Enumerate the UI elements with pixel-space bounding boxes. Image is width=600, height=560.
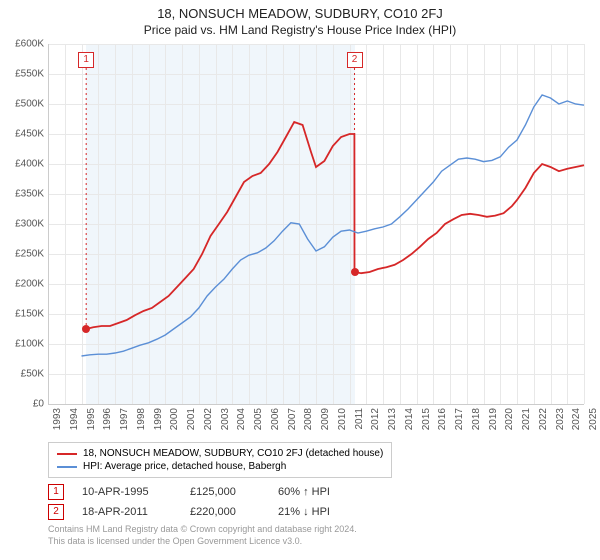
- x-tick-label: 2014: [404, 408, 415, 430]
- transaction-delta: 21% ↓ HPI: [278, 506, 368, 518]
- legend-item: 18, NONSUCH MEADOW, SUDBURY, CO10 2FJ (d…: [57, 447, 383, 460]
- y-tick-label: £500K: [0, 99, 44, 110]
- y-tick-label: £100K: [0, 339, 44, 350]
- axis-line: [48, 404, 584, 405]
- attribution-text: Contains HM Land Registry data © Crown c…: [48, 524, 357, 547]
- transactions-table: 1 10-APR-1995 £125,000 60% ↑ HPI 2 18-APR-201…: [48, 482, 368, 522]
- y-tick-label: £400K: [0, 159, 44, 170]
- attribution-line: Contains HM Land Registry data © Crown c…: [48, 524, 357, 536]
- legend: 18, NONSUCH MEADOW, SUDBURY, CO10 2FJ (d…: [48, 442, 392, 478]
- transaction-date: 18-APR-2011: [82, 506, 172, 518]
- transaction-marker: [351, 268, 359, 276]
- series-property: [86, 122, 584, 329]
- x-tick-label: 2016: [437, 408, 448, 430]
- x-tick-label: 2008: [303, 408, 314, 430]
- series-hpi: [82, 95, 585, 356]
- legend-swatch: [57, 453, 77, 455]
- y-tick-label: £300K: [0, 219, 44, 230]
- legend-item: HPI: Average price, detached house, Babe…: [57, 460, 383, 473]
- y-tick-label: £150K: [0, 309, 44, 320]
- x-tick-label: 2017: [454, 408, 465, 430]
- x-tick-label: 2005: [253, 408, 264, 430]
- x-tick-label: 2022: [538, 408, 549, 430]
- chart-container: 18, NONSUCH MEADOW, SUDBURY, CO10 2FJ Pr…: [0, 0, 600, 560]
- y-tick-label: £550K: [0, 69, 44, 80]
- transaction-price: £220,000: [190, 506, 260, 518]
- chart-subtitle: Price paid vs. HM Land Registry's House …: [0, 21, 600, 41]
- x-tick-label: 1995: [86, 408, 97, 430]
- x-tick-label: 1994: [69, 408, 80, 430]
- x-tick-label: 2009: [320, 408, 331, 430]
- transaction-row: 1 10-APR-1995 £125,000 60% ↑ HPI: [48, 482, 368, 502]
- attribution-line: This data is licensed under the Open Gov…: [48, 536, 357, 548]
- axis-line: [48, 44, 49, 404]
- transaction-row: 2 18-APR-2011 £220,000 21% ↓ HPI: [48, 502, 368, 522]
- x-tick-label: 2007: [287, 408, 298, 430]
- y-tick-label: £600K: [0, 39, 44, 50]
- transaction-number: 2: [48, 504, 64, 520]
- x-tick-label: 2015: [421, 408, 432, 430]
- x-tick-label: 2025: [588, 408, 599, 430]
- y-tick-label: £0: [0, 399, 44, 410]
- y-tick-label: £50K: [0, 369, 44, 380]
- x-tick-label: 2000: [169, 408, 180, 430]
- transaction-number: 1: [48, 484, 64, 500]
- x-tick-label: 2021: [521, 408, 532, 430]
- x-tick-label: 2006: [270, 408, 281, 430]
- chart-title: 18, NONSUCH MEADOW, SUDBURY, CO10 2FJ: [0, 0, 600, 21]
- x-tick-label: 2013: [387, 408, 398, 430]
- x-tick-label: 2012: [370, 408, 381, 430]
- x-tick-label: 2004: [236, 408, 247, 430]
- plot-area: £0£50K£100K£150K£200K£250K£300K£350K£400…: [48, 44, 584, 404]
- transaction-marker: [82, 325, 90, 333]
- x-tick-label: 2011: [354, 408, 365, 430]
- y-tick-label: £250K: [0, 249, 44, 260]
- x-tick-label: 2019: [488, 408, 499, 430]
- x-tick-label: 1997: [119, 408, 130, 430]
- y-tick-label: £450K: [0, 129, 44, 140]
- legend-label: HPI: Average price, detached house, Babe…: [83, 461, 286, 472]
- x-tick-label: 1993: [52, 408, 63, 430]
- transaction-date: 10-APR-1995: [82, 486, 172, 498]
- x-tick-label: 2020: [504, 408, 515, 430]
- transaction-callout: 2: [347, 52, 363, 68]
- legend-swatch: [57, 466, 77, 468]
- transaction-callout: 1: [78, 52, 94, 68]
- legend-label: 18, NONSUCH MEADOW, SUDBURY, CO10 2FJ (d…: [83, 448, 383, 459]
- transaction-delta: 60% ↑ HPI: [278, 486, 368, 498]
- y-tick-label: £200K: [0, 279, 44, 290]
- x-tick-label: 2002: [203, 408, 214, 430]
- x-tick-label: 2023: [555, 408, 566, 430]
- y-tick-label: £350K: [0, 189, 44, 200]
- x-tick-label: 1998: [136, 408, 147, 430]
- gridline-vertical: [584, 44, 585, 404]
- x-tick-label: 2001: [186, 408, 197, 430]
- x-tick-label: 2018: [471, 408, 482, 430]
- x-tick-label: 2024: [571, 408, 582, 430]
- x-tick-label: 1999: [153, 408, 164, 430]
- x-tick-label: 2003: [220, 408, 231, 430]
- x-tick-label: 1996: [102, 408, 113, 430]
- x-tick-label: 2010: [337, 408, 348, 430]
- line-layer: [48, 44, 584, 404]
- transaction-price: £125,000: [190, 486, 260, 498]
